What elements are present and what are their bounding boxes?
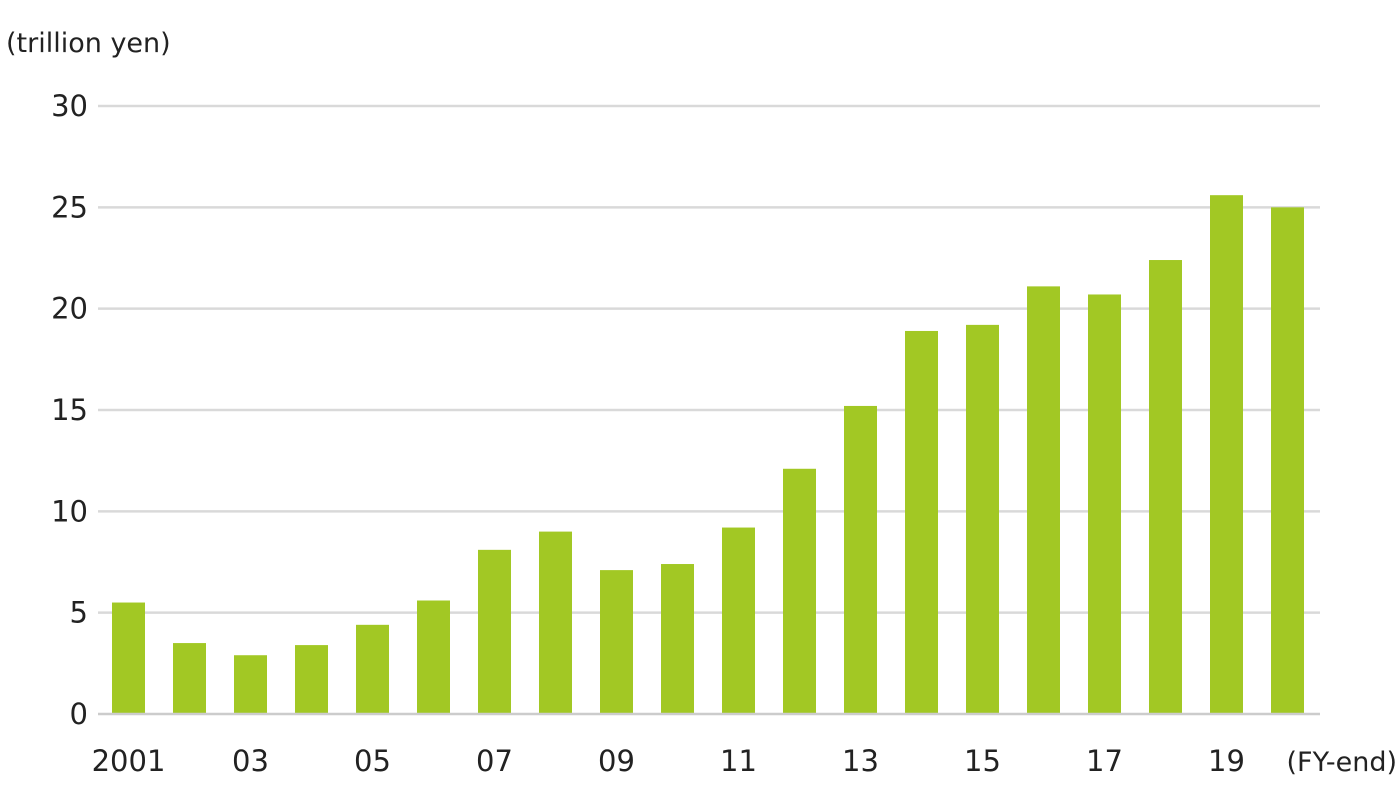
x-tick-label-05: 05 (354, 744, 391, 778)
bar-16 (1027, 286, 1060, 714)
bar-19 (1210, 195, 1243, 714)
bar-17 (1088, 294, 1121, 714)
bar-08 (539, 531, 572, 714)
bar-04 (295, 645, 328, 714)
bar-13 (844, 405, 877, 714)
bars (112, 195, 1304, 715)
bar-11 (722, 527, 755, 714)
bar-12 (783, 468, 816, 714)
bar-2001 (112, 602, 145, 714)
y-tick-label-20: 20 (51, 292, 88, 326)
x-tick-label-15: 15 (964, 744, 1001, 778)
bar-05 (356, 624, 389, 714)
y-tick-label-0: 0 (70, 697, 88, 731)
x-tick-label-07: 07 (476, 744, 513, 778)
x-tick-label-03: 03 (232, 744, 269, 778)
bar-06 (417, 600, 450, 714)
x-tick-label-11: 11 (720, 744, 757, 778)
bar-15 (966, 324, 999, 714)
y-tick-label-10: 10 (51, 494, 88, 528)
y-tick-label-15: 15 (51, 393, 88, 427)
x-tick-label-19: 19 (1208, 744, 1245, 778)
x-tick-label-13: 13 (842, 744, 879, 778)
bar-02 (173, 643, 206, 714)
y-axis-tick-labels: 0 5 10 15 20 25 30 (51, 89, 88, 731)
bar-14 (905, 330, 938, 714)
y-axis-unit-label: (trillion yen) (6, 28, 171, 59)
bar-10 (661, 564, 694, 714)
bar-09 (600, 570, 633, 714)
bar-18 (1149, 260, 1182, 714)
x-tick-label-2001: 2001 (92, 744, 166, 778)
y-tick-label-5: 5 (70, 596, 88, 630)
y-tick-label-25: 25 (51, 190, 88, 224)
x-axis-tick-labels: 2001 03 05 07 09 11 13 15 17 19 (92, 744, 1245, 778)
bar-03 (234, 655, 267, 714)
bar-20 (1271, 207, 1304, 715)
gridlines (98, 104, 1320, 614)
x-tick-label-17: 17 (1086, 744, 1123, 778)
y-tick-label-30: 30 (51, 89, 88, 123)
bar-07 (478, 549, 511, 714)
x-tick-label-09: 09 (598, 744, 635, 778)
x-axis-unit-label: (FY-end) (1287, 747, 1398, 778)
